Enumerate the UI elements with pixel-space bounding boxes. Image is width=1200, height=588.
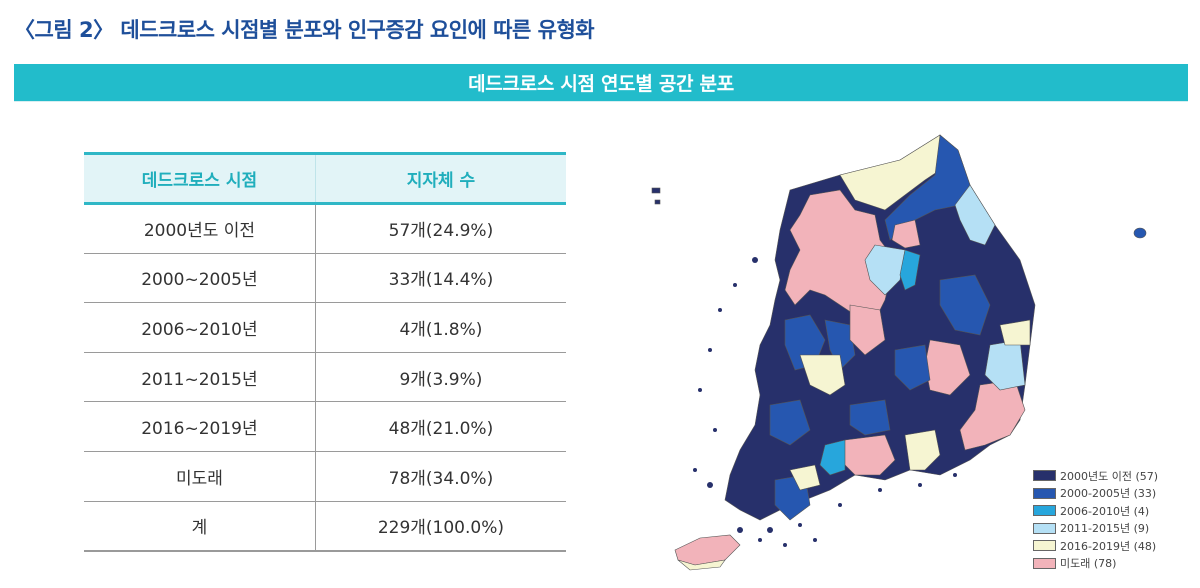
period-cell: 2000년도 이전 <box>84 203 316 254</box>
legend-swatch <box>1033 540 1056 552</box>
legend-item: 2006-2010년 (4) <box>1033 502 1158 520</box>
count-cell: 48개(21.0%) <box>315 401 566 452</box>
header-municipality-count: 지자체 수 <box>315 152 566 205</box>
table-row: 2006~2010년 4개(1.8%) <box>84 302 566 353</box>
legend-label: 2000년도 이전 (57) <box>1060 469 1159 483</box>
legend-item: 2000-2005년 (33) <box>1033 485 1158 503</box>
legend-label: 2006-2010년 (4) <box>1060 504 1150 518</box>
period-cell: 2011~2015년 <box>84 352 316 403</box>
period-cell: 2016~2019년 <box>84 401 316 452</box>
legend-swatch <box>1033 505 1056 517</box>
table-row: 2000~2005년 33개(14.4%) <box>84 253 566 304</box>
deadcross-table: 데드크로스 시점 지자체 수 2000년도 이전 57개(24.9%) 2000~… <box>84 152 566 552</box>
period-cell: 2006~2010년 <box>84 302 316 353</box>
table-row: 2000년도 이전 57개(24.9%) <box>84 203 566 254</box>
header-deadcross-period: 데드크로스 시점 <box>84 152 316 205</box>
section-banner: 데드크로스 시점 연도별 공간 분포 <box>14 64 1188 102</box>
legend-item: 미도래 (78) <box>1033 555 1158 573</box>
period-cell: 미도래 <box>84 451 316 502</box>
count-cell: 78개(34.0%) <box>315 451 566 502</box>
period-cell: 2000~2005년 <box>84 253 316 304</box>
legend-swatch <box>1033 557 1056 569</box>
map-legend: 2000년도 이전 (57) 2000-2005년 (33) 2006-2010… <box>1033 467 1158 572</box>
legend-swatch <box>1033 487 1056 499</box>
count-cell: 229개(100.0%) <box>315 501 566 552</box>
legend-label: 2000-2005년 (33) <box>1060 487 1157 501</box>
figure-title: 〈그림 2〉 데드크로스 시점별 분포와 인구증감 요인에 따른 유형화 <box>14 18 595 42</box>
legend-item: 2016-2019년 (48) <box>1033 537 1158 555</box>
table-row-total: 계 229개(100.0%) <box>84 501 566 552</box>
count-cell: 57개(24.9%) <box>315 203 566 254</box>
legend-label: 2011-2015년 (9) <box>1060 522 1150 536</box>
period-cell: 계 <box>84 501 316 552</box>
count-cell: 4개(1.8%) <box>315 302 566 353</box>
table-row: 2011~2015년 9개(3.9%) <box>84 352 566 403</box>
legend-label: 2016-2019년 (48) <box>1060 539 1157 553</box>
legend-swatch <box>1033 522 1056 534</box>
table-row: 미도래 78개(34.0%) <box>84 451 566 502</box>
count-cell: 33개(14.4%) <box>315 253 566 304</box>
legend-swatch <box>1033 470 1056 482</box>
legend-item: 2011-2015년 (9) <box>1033 520 1158 538</box>
table-row: 2016~2019년 48개(21.0%) <box>84 401 566 452</box>
korea-choropleth-map <box>640 130 1180 585</box>
legend-item: 2000년도 이전 (57) <box>1033 467 1158 485</box>
map-svg <box>651 134 1147 571</box>
count-cell: 9개(3.9%) <box>315 352 566 403</box>
legend-label: 미도래 (78) <box>1060 557 1117 571</box>
